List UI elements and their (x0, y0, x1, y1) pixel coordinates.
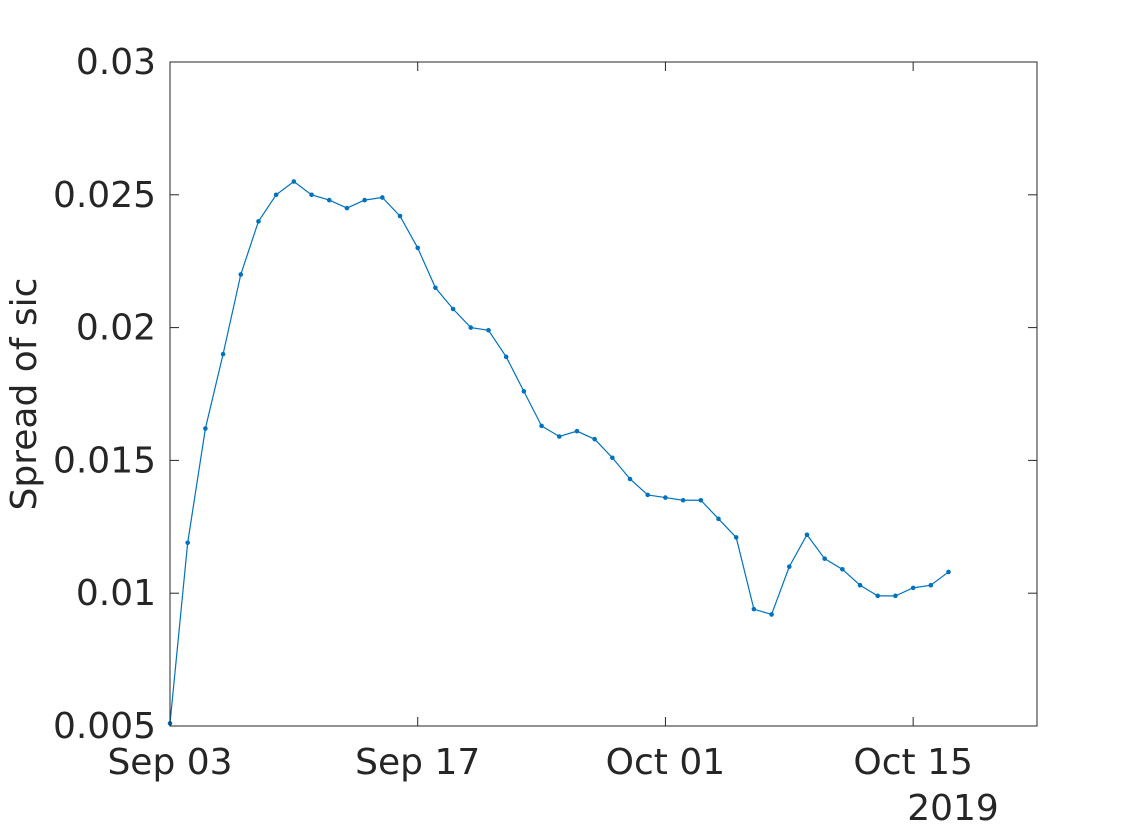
data-point (751, 606, 757, 612)
data-point (592, 436, 597, 442)
data-point (415, 245, 421, 251)
data-point (556, 434, 562, 439)
data-point (645, 492, 651, 498)
data-point (433, 285, 438, 291)
data-point (840, 567, 845, 572)
x-tick-label: Sep 17 (355, 742, 480, 783)
y-tick-label: 0.02 (76, 308, 156, 349)
data-point (344, 205, 350, 211)
data-point (893, 593, 898, 599)
y-tick-label: 0.01 (76, 573, 156, 614)
y-tick-label: 0.025 (53, 175, 156, 216)
data-point (309, 192, 314, 198)
data-point (857, 582, 863, 588)
data-point (875, 593, 881, 599)
x-tick-labels: Sep 03 Sep 17 Oct 01 Oct 15 (107, 742, 972, 783)
data-point (256, 219, 261, 224)
data-point (769, 612, 774, 617)
data-point (733, 535, 739, 540)
data-point (326, 197, 332, 203)
data-point (238, 272, 244, 277)
data-point (397, 213, 403, 219)
data-point (698, 497, 704, 503)
y-tick-labels: 0.005 0.01 0.015 0.02 0.025 0.03 (53, 42, 156, 747)
y-tick-label: 0.03 (76, 42, 156, 83)
plot-background (170, 62, 1037, 726)
data-point (627, 476, 633, 482)
data-point (574, 428, 580, 434)
data-point (291, 179, 297, 184)
plot-frame (169, 61, 1038, 727)
data-point (804, 532, 810, 538)
data-point (539, 423, 544, 429)
data-point (663, 495, 668, 500)
data-point (521, 389, 527, 394)
year-label: 2019 (907, 788, 999, 829)
data-point (946, 569, 951, 575)
data-point (786, 564, 792, 569)
data-point (822, 556, 827, 561)
data-point (503, 354, 509, 360)
data-point (910, 585, 916, 591)
x-tick-label: Sep 03 (107, 742, 232, 783)
data-point (185, 540, 190, 546)
data-point (450, 306, 456, 312)
data-point (220, 351, 226, 357)
x-tick-label: Oct 15 (853, 742, 973, 783)
data-point (486, 327, 491, 333)
data-point (203, 426, 208, 431)
data-point (716, 516, 721, 522)
y-axis-label: Spread of sic (4, 278, 45, 511)
data-point (610, 455, 615, 461)
data-point (928, 582, 934, 588)
data-point (362, 197, 367, 203)
x-tick-label: Oct 01 (606, 742, 726, 783)
data-point (468, 325, 474, 330)
data-point (273, 192, 279, 198)
y-tick-label: 0.005 (53, 706, 156, 747)
data-point-markers (167, 179, 951, 726)
y-tick-label: 0.015 (53, 440, 156, 481)
data-point (380, 195, 385, 200)
data-point (680, 497, 686, 503)
